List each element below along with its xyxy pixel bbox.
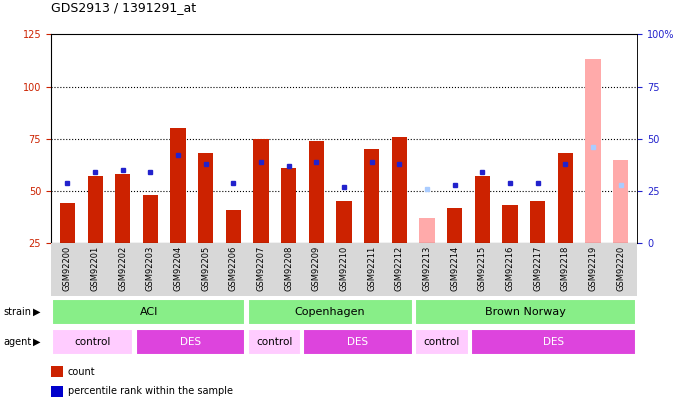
Text: control: control — [256, 337, 292, 347]
Bar — [198, 153, 214, 243]
Text: GSM92212: GSM92212 — [395, 245, 404, 291]
Text: GSM92208: GSM92208 — [284, 245, 294, 291]
Text: Brown Norway: Brown Norway — [485, 307, 566, 317]
Bar — [115, 174, 130, 243]
Bar — [303, 330, 413, 355]
Bar — [308, 141, 324, 243]
Bar — [51, 243, 637, 296]
Text: GSM92200: GSM92200 — [63, 245, 72, 291]
Bar — [471, 330, 636, 355]
Text: strain: strain — [3, 307, 31, 317]
Text: DES: DES — [543, 337, 564, 347]
Text: count: count — [68, 367, 96, 377]
Text: control: control — [424, 337, 460, 347]
Text: GSM92220: GSM92220 — [616, 245, 625, 291]
Text: GSM92202: GSM92202 — [118, 245, 127, 291]
Text: GSM92210: GSM92210 — [340, 245, 348, 291]
Text: GSM92216: GSM92216 — [506, 245, 515, 291]
Bar — [420, 218, 435, 243]
Text: GDS2913 / 1391291_at: GDS2913 / 1391291_at — [51, 1, 196, 14]
Text: GSM92204: GSM92204 — [174, 245, 182, 291]
Bar — [415, 299, 636, 325]
Bar — [136, 330, 245, 355]
Bar — [247, 330, 301, 355]
Bar — [613, 160, 629, 243]
Text: GSM92209: GSM92209 — [312, 245, 321, 291]
Bar — [254, 139, 268, 243]
Bar — [281, 168, 296, 243]
Text: ▶: ▶ — [33, 337, 40, 347]
Text: agent: agent — [3, 337, 32, 347]
Bar — [392, 136, 407, 243]
Bar — [336, 201, 352, 243]
Text: GSM92206: GSM92206 — [229, 245, 238, 291]
Text: DES: DES — [180, 337, 201, 347]
Text: ▶: ▶ — [33, 307, 40, 317]
Bar — [415, 330, 468, 355]
Text: GSM92213: GSM92213 — [422, 245, 432, 291]
Bar — [170, 128, 186, 243]
Text: GSM92207: GSM92207 — [256, 245, 266, 291]
Text: control: control — [75, 337, 111, 347]
Bar — [247, 299, 413, 325]
Text: GSM92214: GSM92214 — [450, 245, 459, 291]
Text: GSM92215: GSM92215 — [478, 245, 487, 291]
Text: Copenhagen: Copenhagen — [295, 307, 365, 317]
Text: DES: DES — [348, 337, 369, 347]
Bar — [502, 205, 518, 243]
Bar — [558, 153, 573, 243]
Text: GSM92218: GSM92218 — [561, 245, 570, 291]
Bar — [52, 299, 245, 325]
Text: GSM92219: GSM92219 — [589, 245, 597, 291]
Text: GSM92205: GSM92205 — [201, 245, 210, 291]
Text: GSM92201: GSM92201 — [91, 245, 100, 291]
Bar — [52, 330, 134, 355]
Bar — [143, 195, 158, 243]
Text: percentile rank within the sample: percentile rank within the sample — [68, 386, 233, 396]
Bar — [475, 176, 490, 243]
Bar — [585, 60, 601, 243]
Text: ACI: ACI — [140, 307, 158, 317]
Bar — [530, 201, 545, 243]
Bar — [60, 203, 75, 243]
Bar — [87, 176, 103, 243]
Text: GSM92211: GSM92211 — [367, 245, 376, 291]
Text: GSM92217: GSM92217 — [533, 245, 542, 291]
Bar — [447, 207, 462, 243]
Bar — [364, 149, 380, 243]
Text: GSM92203: GSM92203 — [146, 245, 155, 291]
Bar — [226, 210, 241, 243]
